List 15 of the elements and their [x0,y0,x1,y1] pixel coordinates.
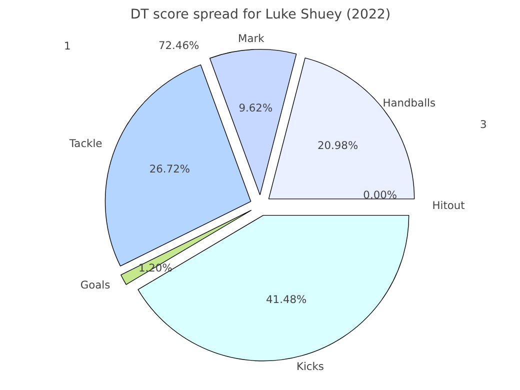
data-label: 41.48% [266,292,307,306]
text: 0.00% [363,188,398,202]
text: 72.46% [158,38,200,52]
category-label: Hitout [432,198,465,212]
data-label: 26.72% [149,162,190,176]
data-label: 9.62% [238,101,273,114]
slice-label: Handballs [382,96,436,110]
slice-label: Kicks [296,360,324,374]
data-label: 20.98% [317,139,358,152]
text: 3 [480,118,487,131]
slice-label: Goals [80,278,111,292]
chart-title: DT score spread for Luke Shuey (2022) [130,8,391,22]
text: 1 [64,39,71,52]
slice-label: Mark [238,32,266,45]
slice-label: Tackle [68,136,102,150]
